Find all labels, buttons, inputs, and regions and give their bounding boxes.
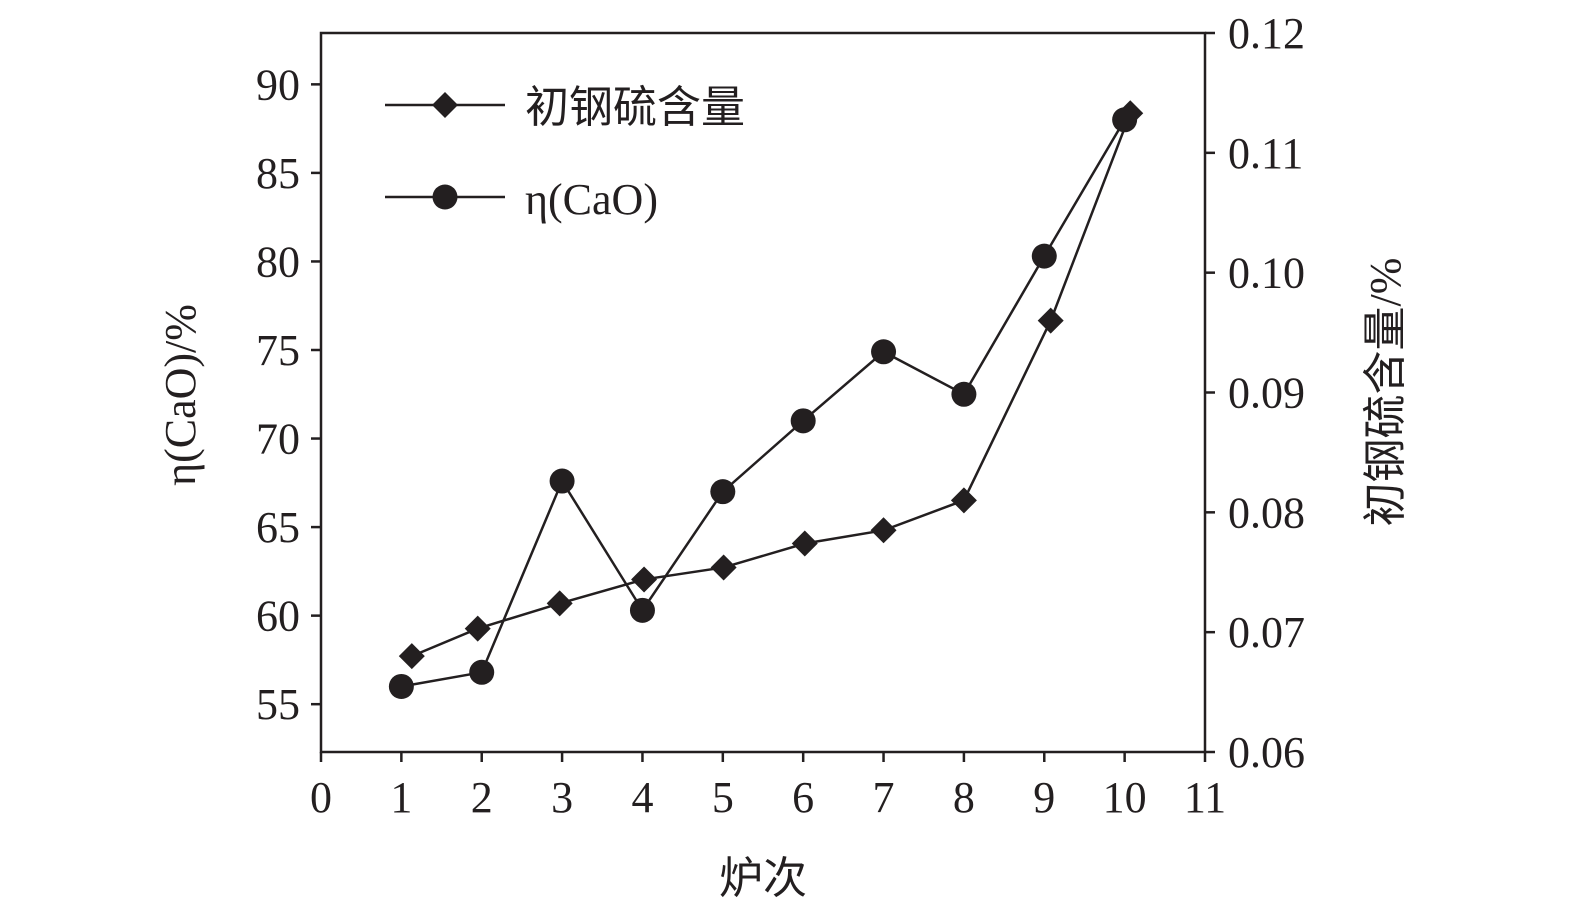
series-line-sulfur [411,112,1132,658]
x-tick-label: 0 [310,773,332,822]
y-axis-left-label: η(CaO)/% [156,304,205,486]
x-tick-label: 10 [1103,773,1147,822]
sulfur-data-point [1037,307,1064,334]
x-tick-label: 9 [1033,773,1055,822]
x-tick-label: 6 [792,773,814,822]
y-axis-right-label: 初钢硫含量/% [1361,258,1410,527]
y-right-tick-label: 0.10 [1228,249,1305,298]
sulfur-data-point [464,615,491,642]
sulfur-data-point [631,566,658,593]
y-left-tick-label: 70 [256,415,300,464]
cao-data-point [790,408,816,434]
y-left-tick-label: 60 [256,592,300,641]
legend-label: η(CaO) [525,175,658,224]
y-right-tick-label: 0.09 [1228,369,1305,418]
y-right-tick-label: 0.08 [1228,488,1305,537]
legend: 初钢硫含量 η(CaO) [385,83,745,224]
y-right-tick-label: 0.12 [1228,9,1305,58]
y-left-tick-label: 65 [256,503,300,552]
cao-data-point [629,597,655,623]
y-left-tick-label: 85 [256,149,300,198]
cao-data-point [469,659,495,685]
x-tick-label: 11 [1184,773,1226,822]
sulfur-data-point [870,517,897,544]
x-tick-label: 4 [631,773,653,822]
sulfur-data-point [398,643,425,670]
series-line-cao [401,119,1126,688]
legend-label: 初钢硫含量 [525,83,745,132]
x-tick-label: 2 [471,773,493,822]
x-tick-label: 1 [390,773,412,822]
legend-marker-circle [432,184,458,210]
x-tick-label: 5 [712,773,734,822]
y-right-tick-label: 0.11 [1228,129,1303,178]
y-right-tick-label: 0.07 [1228,608,1305,657]
sulfur-data-point [791,530,818,557]
x-tick-label: 3 [551,773,573,822]
cao-data-point [951,381,977,407]
y-left-tick-label: 75 [256,326,300,375]
cao-data-point [388,673,414,699]
x-tick-label: 7 [873,773,895,822]
cao-data-point [1031,243,1057,269]
cao-data-point [549,468,575,494]
x-axis-label: 炉次 [719,854,807,903]
sulfur-data-point [546,590,573,617]
cao-data-point [710,479,736,505]
sulfur-data-point [950,487,977,514]
y-left-tick-label: 55 [256,680,300,729]
cao-data-point [1112,107,1138,133]
sulfur-data-point [710,554,737,581]
cao-data-point [871,339,897,365]
y-left-tick-label: 90 [256,60,300,109]
y-left-tick-label: 80 [256,237,300,286]
x-tick-label: 8 [953,773,975,822]
plot-frame [319,31,1207,754]
legend-marker-diamond [432,92,458,118]
y-right-tick-label: 0.06 [1228,728,1305,777]
